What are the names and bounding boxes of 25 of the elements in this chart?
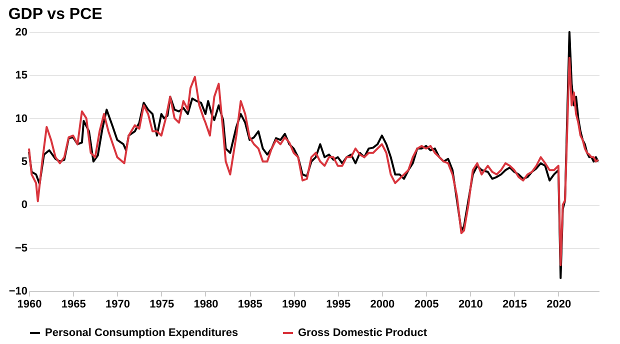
x-tick-label: 2015 — [502, 298, 528, 310]
x-tick-label: 1960 — [17, 298, 42, 310]
chart-title: GDP vs PCE — [8, 6, 103, 23]
line-series — [28, 31, 600, 280]
x-tick-label: 2010 — [458, 298, 483, 310]
x-tick-label: 1995 — [326, 298, 351, 310]
x-tick-label: 1965 — [61, 298, 86, 310]
y-tick-label: 5 — [21, 156, 28, 168]
x-tick-label: 2005 — [414, 298, 439, 310]
y-tick-label: 20 — [15, 26, 28, 38]
x-tick-label: 2020 — [546, 298, 572, 310]
legend-label: Personal Consumption Expenditures — [45, 327, 238, 339]
legend-label: Gross Domestic Product — [298, 327, 428, 339]
y-tick-label: −5 — [14, 242, 28, 254]
x-tick-label: 1975 — [150, 298, 174, 310]
x-tick-label: 2000 — [370, 298, 395, 310]
x-tick-label: 1985 — [238, 298, 262, 310]
y-tick-label: −10 — [8, 286, 28, 298]
x-tick-label: 1970 — [105, 298, 130, 310]
y-tick-label: 0 — [21, 199, 28, 212]
line-series — [28, 56, 600, 266]
x-tick-label: 1980 — [194, 298, 218, 310]
y-tick-label: 10 — [15, 112, 28, 125]
y-tick-label: 15 — [15, 70, 28, 82]
x-tick-label: 1990 — [282, 298, 306, 310]
